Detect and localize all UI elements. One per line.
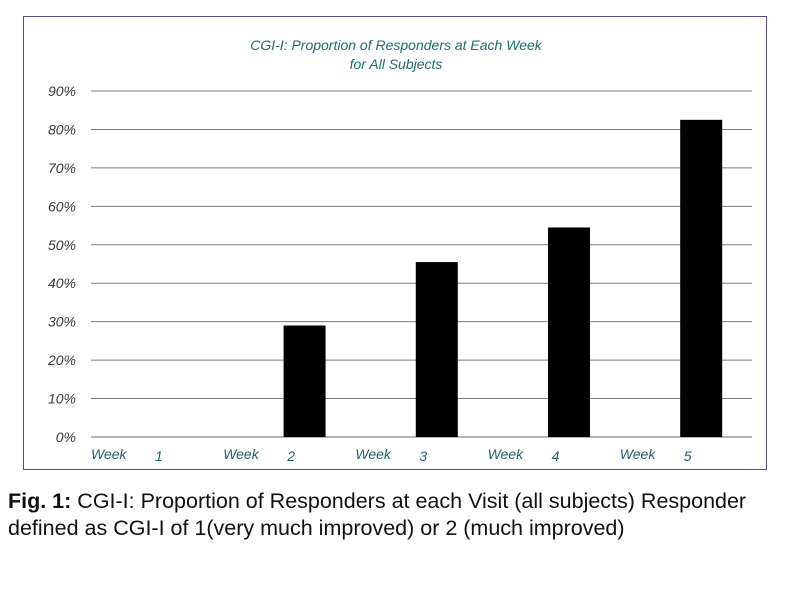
chart-frame: CGI-I: Proportion of Responders at Each …	[23, 16, 767, 470]
x-tick-label-week: Week	[223, 446, 260, 462]
y-tick-label: 40%	[48, 275, 76, 291]
caption-label: Fig. 1:	[8, 489, 72, 513]
y-tick-label: 0%	[56, 429, 76, 445]
x-tick-label-week: Week	[488, 446, 525, 462]
x-tick-label-number: 4	[552, 448, 560, 464]
x-axis-labels: Week 1 Week 2 Week 3 Week 4 Week 5	[91, 446, 692, 464]
bar	[415, 262, 458, 437]
chart-title-line-1: CGI-I: Proportion of Responders at Each …	[250, 37, 543, 53]
x-tick-label-number: 5	[684, 448, 692, 464]
bars	[283, 119, 723, 437]
x-tick-label-week: Week	[91, 446, 128, 462]
bar	[680, 119, 723, 437]
y-tick-label: 10%	[48, 391, 76, 407]
y-tick-label: 20%	[47, 352, 76, 368]
y-tick-label: 30%	[48, 314, 76, 330]
chart-title-line-2: for All Subjects	[350, 56, 443, 72]
x-tick-label-week: Week	[355, 446, 392, 462]
y-axis-tick-labels: 0% 10% 20% 30% 40% 50% 60% 70% 80% 90%	[47, 83, 76, 445]
x-tick-label-number: 3	[419, 448, 427, 464]
bar-chart: CGI-I: Proportion of Responders at Each …	[47, 37, 752, 464]
x-tick-label-week: Week	[620, 446, 657, 462]
y-tick-label: 50%	[48, 237, 76, 253]
y-tick-label: 70%	[48, 160, 76, 176]
caption-text: CGI-I: Proportion of Responders at each …	[8, 489, 747, 540]
bar	[283, 325, 326, 437]
y-tick-label: 80%	[48, 121, 76, 137]
x-tick-label-number: 2	[286, 448, 295, 464]
x-tick-label-number: 1	[155, 448, 163, 464]
bar	[547, 227, 590, 437]
y-tick-label: 60%	[48, 198, 76, 214]
figure-caption: Fig. 1: CGI-I: Proportion of Responders …	[8, 488, 798, 542]
chart-title: CGI-I: Proportion of Responders at Each …	[250, 37, 543, 72]
y-tick-label: 90%	[48, 83, 76, 99]
